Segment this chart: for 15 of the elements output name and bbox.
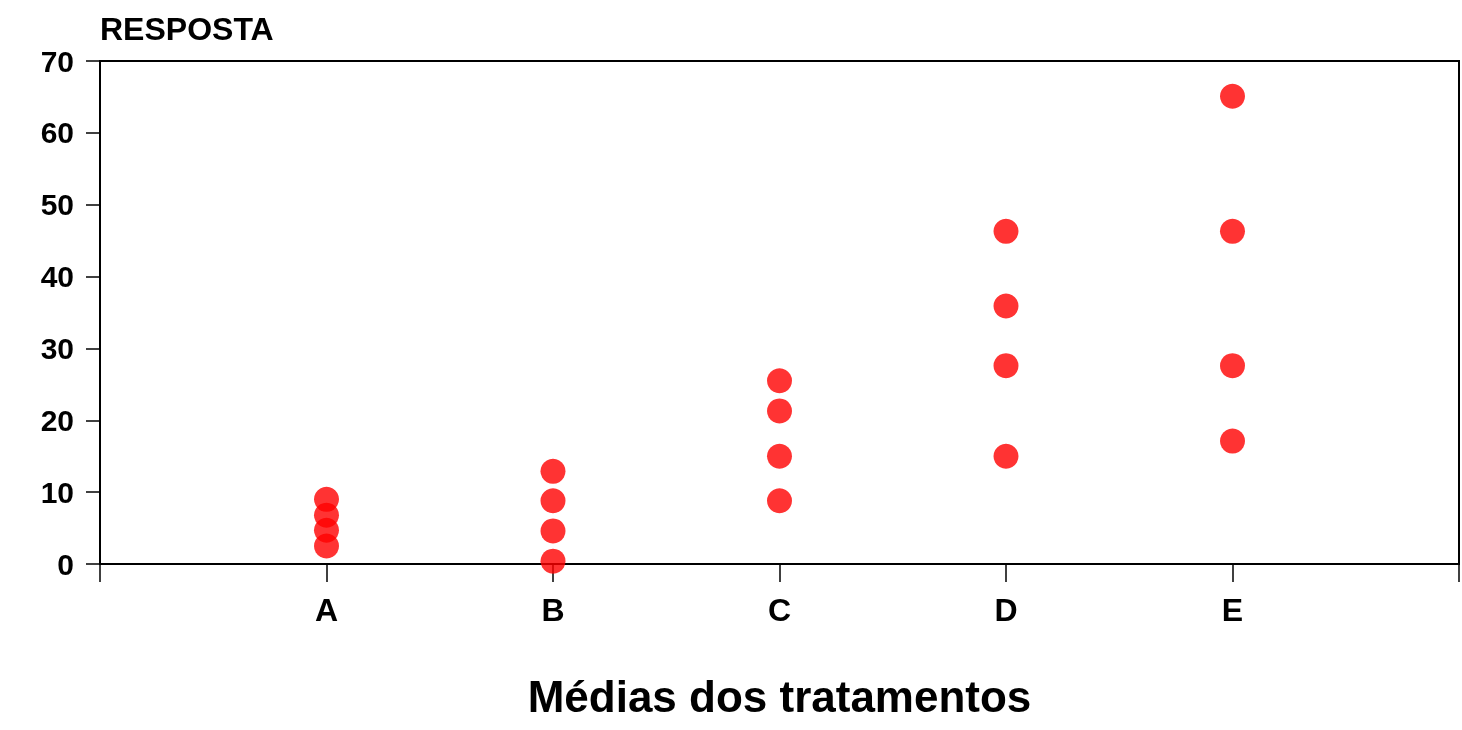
y-tick-label: 30 [40, 331, 74, 365]
y-tick-label: 60 [40, 116, 74, 150]
y-tick-label: 20 [40, 403, 74, 437]
y-tick-label: 70 [40, 44, 74, 78]
x-tick-label: A [314, 592, 339, 628]
x-axis-title: Médias dos tratamentos [527, 671, 1032, 721]
y-axis-title: RESPOSTA [100, 11, 274, 47]
y-tick-label: 10 [40, 475, 74, 509]
y-tick-label: 0 [57, 547, 74, 581]
x-tick-label: D [994, 592, 1018, 628]
x-tick-label: C [767, 592, 792, 628]
y-tick-label: 50 [40, 188, 74, 222]
y-tick-label: 40 [40, 260, 74, 294]
x-tick-label: E [1221, 592, 1244, 628]
x-tick-label: B [541, 592, 565, 628]
